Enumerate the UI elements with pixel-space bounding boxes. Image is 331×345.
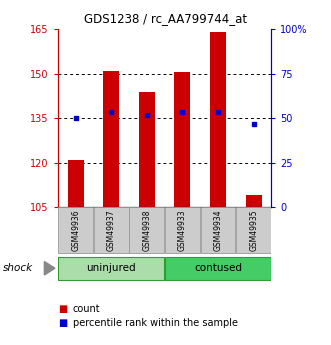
Text: GDS1238 / rc_AA799744_at: GDS1238 / rc_AA799744_at <box>84 12 247 25</box>
Text: GSM49937: GSM49937 <box>107 209 116 251</box>
Polygon shape <box>44 262 55 275</box>
Bar <box>174 72 190 207</box>
Text: ■: ■ <box>58 304 67 314</box>
Bar <box>210 32 226 207</box>
Bar <box>165 257 271 280</box>
Text: uninjured: uninjured <box>86 263 136 273</box>
Text: GSM49938: GSM49938 <box>142 209 151 251</box>
Bar <box>58 207 93 253</box>
Bar <box>129 207 164 253</box>
Text: GSM49936: GSM49936 <box>71 209 80 251</box>
Bar <box>68 160 84 207</box>
Bar <box>201 207 235 253</box>
Text: shock: shock <box>3 263 33 273</box>
Text: contused: contused <box>194 263 242 273</box>
Text: GSM49933: GSM49933 <box>178 209 187 251</box>
Text: count: count <box>73 304 100 314</box>
Bar <box>103 71 119 207</box>
Text: ■: ■ <box>58 318 67 327</box>
Bar <box>246 195 261 207</box>
Bar <box>139 91 155 207</box>
Text: GSM49935: GSM49935 <box>249 209 258 251</box>
Bar <box>236 207 271 253</box>
Text: percentile rank within the sample: percentile rank within the sample <box>73 318 238 327</box>
Bar <box>58 257 164 280</box>
Bar <box>94 207 129 253</box>
Bar <box>165 207 200 253</box>
Text: GSM49934: GSM49934 <box>213 209 222 251</box>
